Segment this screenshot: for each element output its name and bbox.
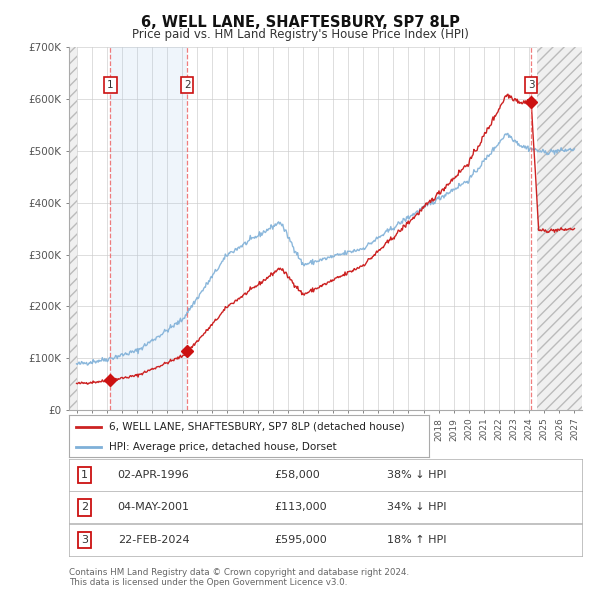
Text: 6, WELL LANE, SHAFTESBURY, SP7 8LP: 6, WELL LANE, SHAFTESBURY, SP7 8LP [140, 15, 460, 30]
Text: 3: 3 [528, 80, 535, 90]
Text: 04-MAY-2001: 04-MAY-2001 [118, 503, 190, 512]
Bar [537, 47, 582, 410]
Text: 34% ↓ HPI: 34% ↓ HPI [387, 503, 446, 512]
Text: HPI: Average price, detached house, Dorset: HPI: Average price, detached house, Dors… [109, 442, 336, 451]
Text: Contains HM Land Registry data © Crown copyright and database right 2024.
This d: Contains HM Land Registry data © Crown c… [69, 568, 409, 587]
Text: 22-FEB-2024: 22-FEB-2024 [118, 535, 190, 545]
Text: 02-APR-1996: 02-APR-1996 [118, 470, 190, 480]
Text: 2: 2 [81, 503, 88, 512]
Text: 38% ↓ HPI: 38% ↓ HPI [387, 470, 446, 480]
Text: 1: 1 [107, 80, 114, 90]
Text: Price paid vs. HM Land Registry's House Price Index (HPI): Price paid vs. HM Land Registry's House … [131, 28, 469, 41]
Bar [69, 47, 77, 410]
Text: £595,000: £595,000 [274, 535, 327, 545]
Text: 3: 3 [81, 535, 88, 545]
Bar [69, 47, 77, 410]
Text: £58,000: £58,000 [274, 470, 320, 480]
Text: 2: 2 [184, 80, 190, 90]
Text: 18% ↑ HPI: 18% ↑ HPI [387, 535, 446, 545]
Text: 6, WELL LANE, SHAFTESBURY, SP7 8LP (detached house): 6, WELL LANE, SHAFTESBURY, SP7 8LP (deta… [109, 422, 404, 432]
Bar [110, 47, 187, 410]
Text: £113,000: £113,000 [274, 503, 327, 512]
Text: 1: 1 [81, 470, 88, 480]
